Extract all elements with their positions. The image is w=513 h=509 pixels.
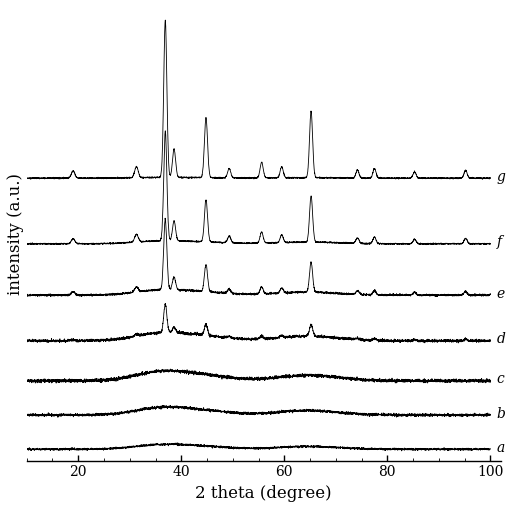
Text: d: d xyxy=(497,332,505,346)
X-axis label: 2 theta (degree): 2 theta (degree) xyxy=(195,485,332,502)
Text: g: g xyxy=(497,169,505,184)
Y-axis label: intensity (a.u.): intensity (a.u.) xyxy=(7,173,24,295)
Text: a: a xyxy=(497,441,505,455)
Text: e: e xyxy=(497,287,505,301)
Text: f: f xyxy=(497,235,502,249)
Text: c: c xyxy=(497,372,504,386)
Text: b: b xyxy=(497,407,505,420)
